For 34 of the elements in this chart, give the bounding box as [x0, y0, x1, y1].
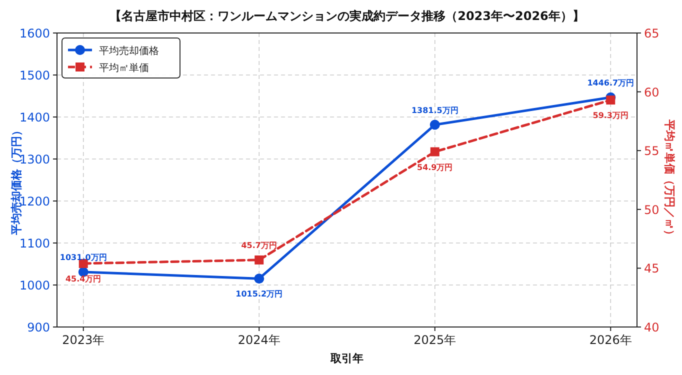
data-label: 1381.5万円 — [411, 106, 458, 115]
y-tick-label: 1500 — [19, 68, 50, 82]
data-label: 1015.2万円 — [236, 290, 283, 299]
x-tick-label: 2026年 — [589, 333, 632, 347]
chart-title: 【名古屋市中村区：ワンルームマンションの実成約データ推移（2023年〜2026年）】 — [110, 9, 584, 23]
y2-tick-label: 65 — [644, 26, 660, 40]
y-tick-label: 1600 — [19, 26, 50, 40]
y-tick-label: 1000 — [19, 278, 50, 292]
y2-tick-label: 45 — [644, 262, 660, 276]
y2-tick-label: 60 — [644, 85, 660, 100]
x-axis-title: 取引年 — [330, 352, 364, 365]
data-label: 1031.0万円 — [60, 252, 107, 262]
data-label: 59.3万円 — [592, 111, 629, 120]
point — [430, 120, 440, 130]
point — [254, 255, 264, 264]
point — [254, 274, 264, 284]
y-tick-label: 900 — [27, 320, 50, 334]
x-tick-label: 2025年 — [414, 333, 456, 347]
data-label: 54.9万円 — [417, 162, 453, 172]
point — [430, 147, 440, 156]
legend-label: 平均売却価格 — [99, 45, 159, 57]
y2-axis-title: 平均㎡単価（万円／㎡） — [663, 118, 676, 240]
legend-label: 平均㎡単価 — [99, 62, 149, 74]
y2-tick-label: 55 — [644, 144, 660, 158]
point — [606, 96, 616, 105]
data-label: 45.4万円 — [65, 274, 102, 284]
y-tick-label: 1100 — [19, 236, 50, 250]
x-tick-label: 2023年 — [62, 333, 105, 347]
data-label: 1446.7万円 — [587, 78, 634, 88]
x-tick-label: 2024年 — [238, 333, 280, 347]
y-tick-label: 1400 — [19, 110, 50, 124]
y2-tick-label: 40 — [644, 320, 660, 334]
y2-tick-label: 50 — [644, 202, 660, 217]
data-label: 45.7万円 — [241, 240, 277, 250]
